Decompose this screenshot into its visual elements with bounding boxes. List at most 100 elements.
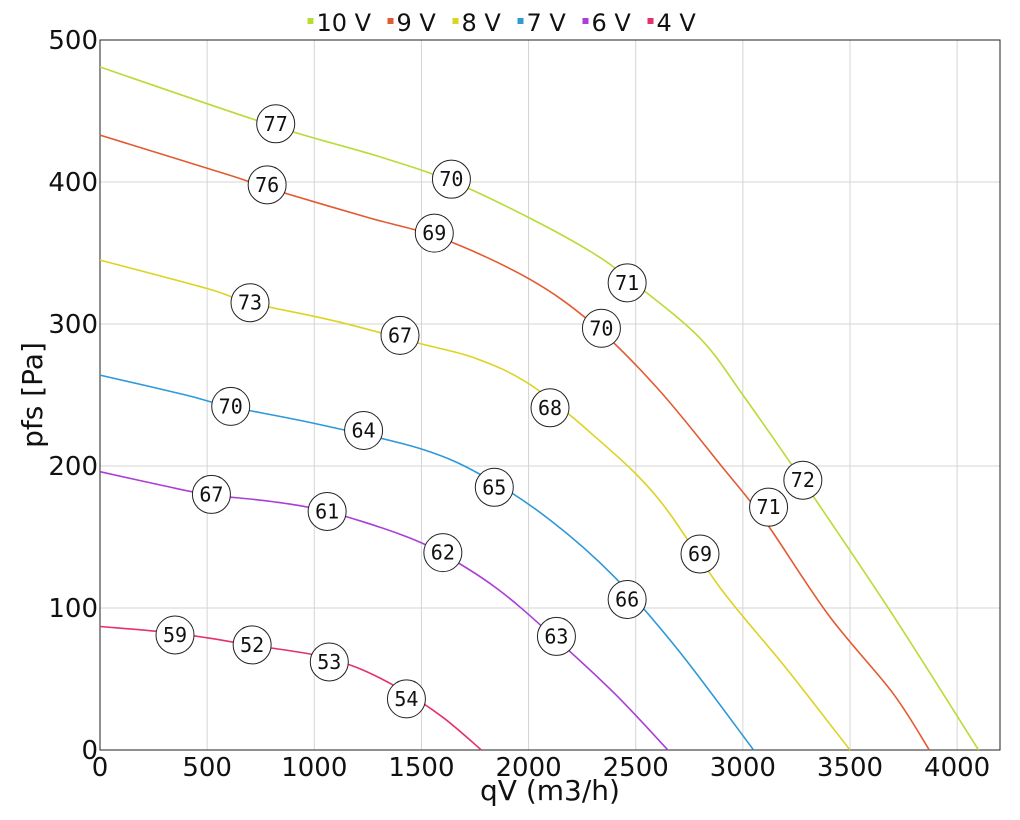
point-label: 67 [191,474,231,514]
legend: 10 V 9 V 8 V 7 V 6 V 4 V [307,9,697,37]
point-label-text: 67 [388,323,412,347]
point-label-text: 67 [199,482,223,506]
point-label-circle [474,467,514,507]
x-tick-label: 2500 [603,753,669,783]
point-label-text: 71 [615,271,639,295]
point-label-text: 65 [482,475,506,499]
point-label: 53 [309,642,349,682]
point-label-circle [386,679,426,719]
point-label-text: 70 [439,167,463,191]
point-label-text: 77 [264,112,288,136]
series-line-7v [99,374,755,751]
point-label-text: 68 [538,396,562,420]
point-label-text: 73 [238,291,262,315]
point-label: 70 [431,159,471,199]
series-line-9v [99,134,930,751]
point-label-circle [247,165,287,205]
point-label-circle [211,386,251,426]
plot-area [99,39,1001,751]
point-label-circle [431,159,471,199]
point-labels: 7770717276697071736768697064656667616263… [155,104,823,719]
y-tick-label: 100 [48,594,98,624]
point-label: 66 [607,579,647,619]
x-tick-label: 0 [92,753,109,783]
point-label: 72 [783,460,823,500]
y-tick-label: 0 [81,736,98,766]
legend-item: 7 V [517,9,567,37]
point-label: 65 [474,467,514,507]
point-label-circle [232,625,272,665]
legend-item: 4 V [647,9,697,37]
point-label-text: 69 [688,542,712,566]
x-axis-ticks: 0 500 1000 1500 2000 2500 3000 3500 4000 [92,753,991,783]
point-label-text: 53 [317,650,341,674]
y-tick-label: 300 [48,310,98,340]
x-tick-label: 3500 [817,753,883,783]
point-label-circle [344,411,384,450]
point-label-circle [607,579,647,619]
point-label-text: 54 [394,687,418,711]
legend-label: 7 V [527,9,567,37]
point-label-text: 72 [791,468,815,492]
point-label: 62 [423,533,463,573]
legend-item: 9 V [387,9,436,37]
legend-label: 6 V [592,9,632,37]
series-line-6v [99,470,669,751]
legend-item: 8 V [452,9,502,37]
y-axis-ticks: 0 100 200 300 400 500 [48,26,98,766]
legend-swatch [307,18,314,24]
y-tick-label: 400 [48,168,98,198]
legend-item: 10 V [307,9,372,37]
point-label-text: 63 [544,624,568,648]
x-axis-label: qV (m3/h) [480,774,620,807]
point-label-circle [191,474,231,514]
point-label-circle [256,104,296,144]
point-label-text: 76 [255,173,279,197]
x-tick-label: 3000 [710,753,776,783]
x-tick-label: 1500 [388,753,454,783]
point-label: 77 [256,104,296,144]
point-label-text: 61 [315,499,339,523]
point-label: 69 [680,534,720,574]
y-tick-label: 500 [48,26,98,56]
legend-swatch [582,18,589,24]
point-label-circle [783,460,823,500]
point-label: 70 [581,308,621,348]
point-label: 73 [230,283,270,323]
legend-label: 4 V [657,9,697,37]
point-label-text: 66 [615,587,639,611]
point-label: 71 [749,487,789,527]
point-label: 70 [211,386,251,426]
point-label: 67 [380,315,420,355]
point-label-circle [155,615,195,655]
point-label-circle [307,491,347,531]
point-label-circle [530,388,570,428]
point-label: 76 [247,165,287,205]
legend-label: 8 V [462,9,502,37]
point-label-circle [309,642,349,682]
point-label-text: 70 [589,316,613,340]
grid [99,39,1000,751]
y-axis-label: pfs [Pa] [16,342,49,448]
legend-swatch [517,18,524,24]
point-label: 59 [155,615,195,655]
x-tick-label: 1000 [281,753,347,783]
point-label-circle [536,616,576,656]
point-label: 54 [386,679,426,719]
legend-item: 6 V [582,9,632,37]
point-label-text: 71 [757,495,781,519]
legend-swatch [452,18,459,24]
point-label: 64 [344,411,384,450]
y-tick-label: 200 [48,452,98,482]
point-label-circle [749,487,789,527]
point-label: 63 [536,616,576,656]
x-tick-label: 500 [182,753,232,783]
point-label-text: 69 [422,221,446,245]
x-tick-label: 4000 [924,753,990,783]
point-label: 69 [414,213,454,253]
legend-swatch [387,18,394,24]
point-label: 68 [530,388,570,428]
point-label-text: 59 [163,623,187,647]
point-label-circle [380,315,420,355]
